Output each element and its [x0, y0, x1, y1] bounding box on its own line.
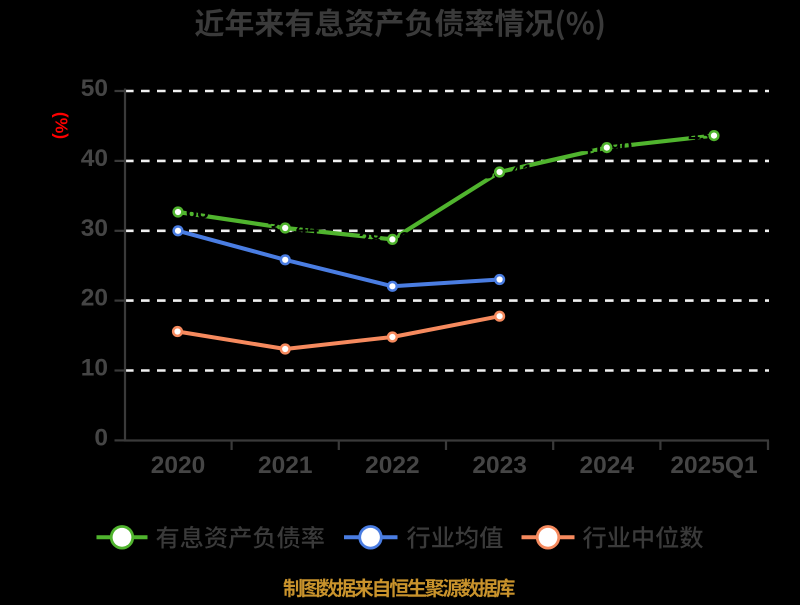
svg-text:38.41: 38.41 — [482, 161, 533, 184]
svg-text:30: 30 — [81, 215, 108, 242]
svg-text:2024: 2024 — [580, 452, 635, 479]
svg-text:30.44: 30.44 — [268, 217, 320, 240]
svg-text:2021: 2021 — [258, 452, 313, 479]
svg-text:0: 0 — [94, 424, 108, 451]
svg-text:(%): (%) — [52, 112, 72, 139]
svg-text:50: 50 — [81, 75, 108, 102]
svg-text:2020: 2020 — [151, 452, 206, 479]
svg-text:2025Q1: 2025Q1 — [670, 452, 757, 479]
svg-text:2023: 2023 — [472, 452, 527, 479]
svg-text:2022: 2022 — [365, 452, 420, 479]
svg-text:40: 40 — [81, 145, 108, 172]
svg-text:28.76: 28.76 — [359, 228, 410, 251]
svg-text:10: 10 — [81, 355, 108, 382]
svg-text:20: 20 — [81, 285, 108, 312]
